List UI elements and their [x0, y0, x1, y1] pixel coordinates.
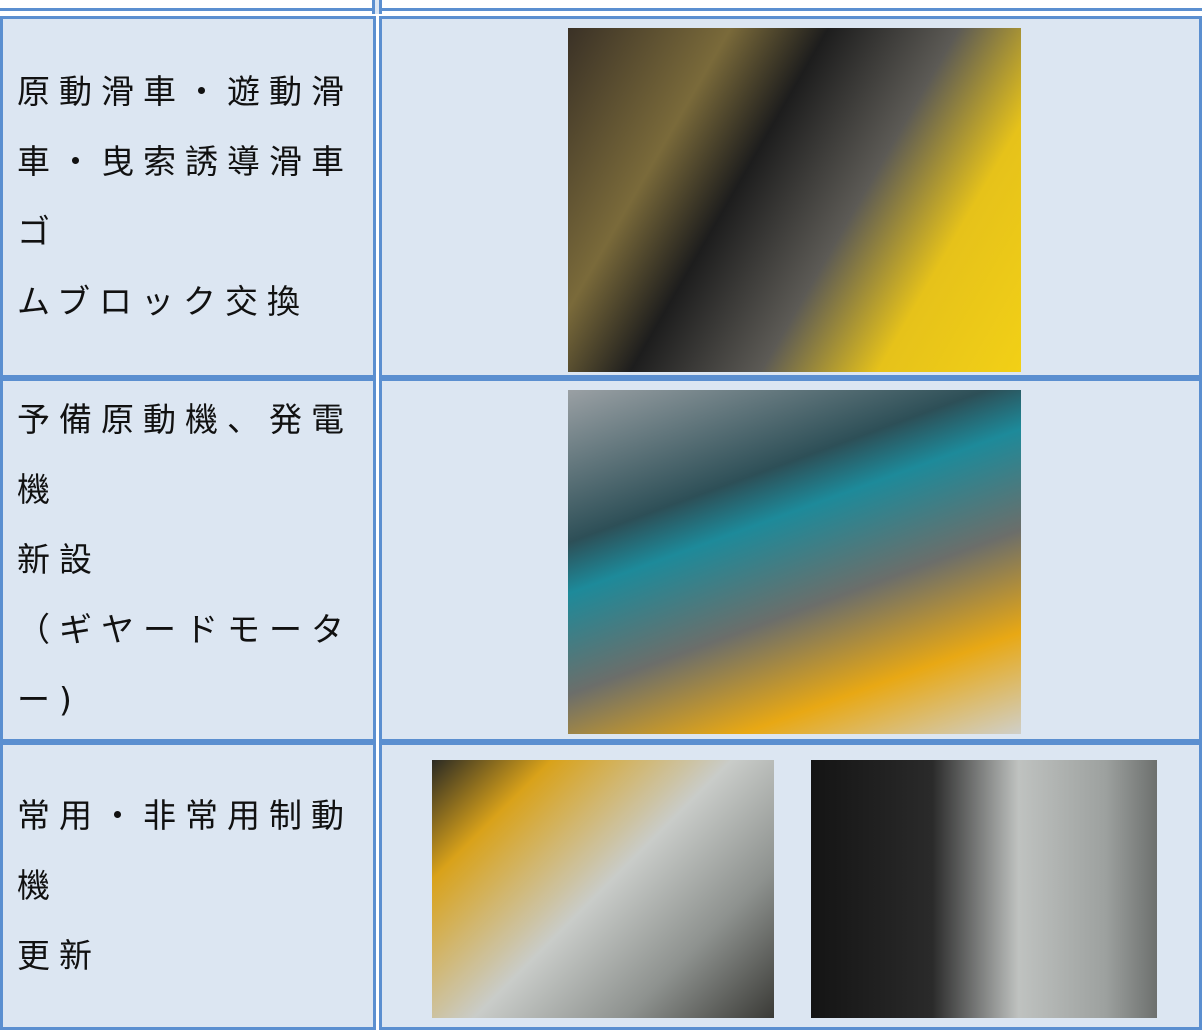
border [372, 0, 382, 14]
cell-text: 新設 [17, 540, 101, 579]
cell-text: 更新 [17, 936, 101, 975]
cell-text: （ギヤードモーター) [17, 610, 353, 719]
photo-cell [379, 378, 1202, 742]
photo-cell [379, 742, 1202, 1030]
cell-text: 車・曳索誘導滑車ゴ [17, 142, 353, 251]
cell-text: 予備原動機、発電機 [17, 400, 353, 509]
label-cell: 原動滑車・遊動滑車・曳索誘導滑車ゴムブロック交換 [0, 16, 376, 378]
photo [568, 390, 1021, 734]
label-cell: 常用・非常用制動機更新 [0, 742, 376, 1030]
photo [568, 28, 1021, 372]
photo [811, 760, 1157, 1018]
cell-text: ムブロック交換 [17, 282, 310, 321]
cell-text: 原動滑車・遊動滑 [17, 72, 353, 111]
label-cell: 予備原動機、発電機新設 （ギヤードモーター) [0, 378, 376, 742]
photo [432, 760, 774, 1018]
cell-text: 常用・非常用制動機 [17, 796, 353, 905]
photo-cell [379, 16, 1202, 378]
border [0, 8, 1202, 11]
